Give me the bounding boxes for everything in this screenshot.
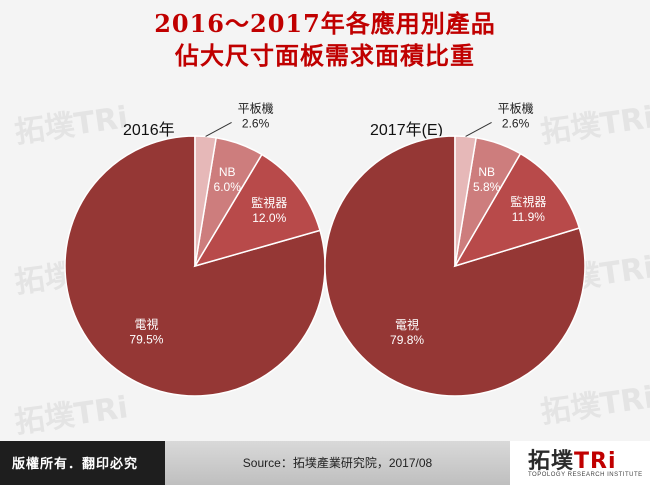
footer: 版權所有．翻印必究 Source：拓墣產業研究院，2017/08 拓墣TRi T… — [0, 441, 650, 485]
logo-accent: TRi — [574, 449, 617, 474]
logo-text: 拓墣 — [528, 449, 575, 474]
pie-slice-0-0 — [64, 135, 326, 397]
leader-line-0 — [205, 121, 232, 137]
slice-value-0-0: 79.5% — [129, 332, 163, 346]
footer-source-band: Source：拓墣產業研究院，2017/08 — [165, 441, 510, 485]
pie-slice-1-1 — [453, 152, 581, 268]
slice-value-0-2: 6.0% — [214, 180, 242, 194]
slice-value-1-1: 11.9% — [512, 210, 545, 224]
pie-title-2016: 2016年 — [123, 122, 175, 139]
title-line-2: 佔大尺寸面板需求面積比重 — [175, 41, 475, 70]
slice-label-0-0: 電視 — [134, 316, 158, 331]
slice-label-1-0: 電視 — [395, 317, 419, 332]
slice-value-1-3: 2.6% — [502, 116, 530, 130]
page-title: 2016～2017年各應用別產品 佔大尺寸面板需求面積比重 — [0, 8, 650, 72]
pie-slice-1-0 — [324, 135, 586, 397]
slice-label-0-3: 平板機 — [238, 100, 274, 115]
slice-value-1-0: 79.8% — [390, 333, 424, 347]
slice-label-1-1: 監視器 — [510, 194, 546, 209]
pie-slice-0-1 — [193, 153, 321, 268]
source-text: Source：拓墣產業研究院，2017/08 — [242, 456, 433, 470]
pie-title-2017: 2017年(E) — [370, 122, 443, 139]
slice-label-1-2: NB — [478, 165, 495, 179]
copyright-text: 版權所有．翻印必究 — [12, 457, 139, 472]
logo: 拓墣TRi — [528, 443, 617, 475]
slice-value-1-2: 5.8% — [473, 180, 501, 194]
logo-subtitle: TOPOLOGY RESEARCH INSTITUTE — [528, 472, 643, 478]
slice-label-1-3: 平板機 — [498, 100, 534, 115]
footer-copyright-band: 版權所有．翻印必究 — [0, 441, 165, 485]
slice-label-0-1: 監視器 — [251, 195, 287, 210]
footer-logo: 拓墣TRi TOPOLOGY RESEARCH INSTITUTE — [510, 441, 650, 485]
slice-label-0-2: NB — [219, 165, 236, 179]
title-line-1: 2016～2017年各應用別產品 — [154, 9, 496, 38]
leader-line-1 — [465, 121, 492, 137]
slice-value-0-1: 12.0% — [252, 211, 286, 225]
slice-value-0-3: 2.6% — [242, 116, 270, 130]
